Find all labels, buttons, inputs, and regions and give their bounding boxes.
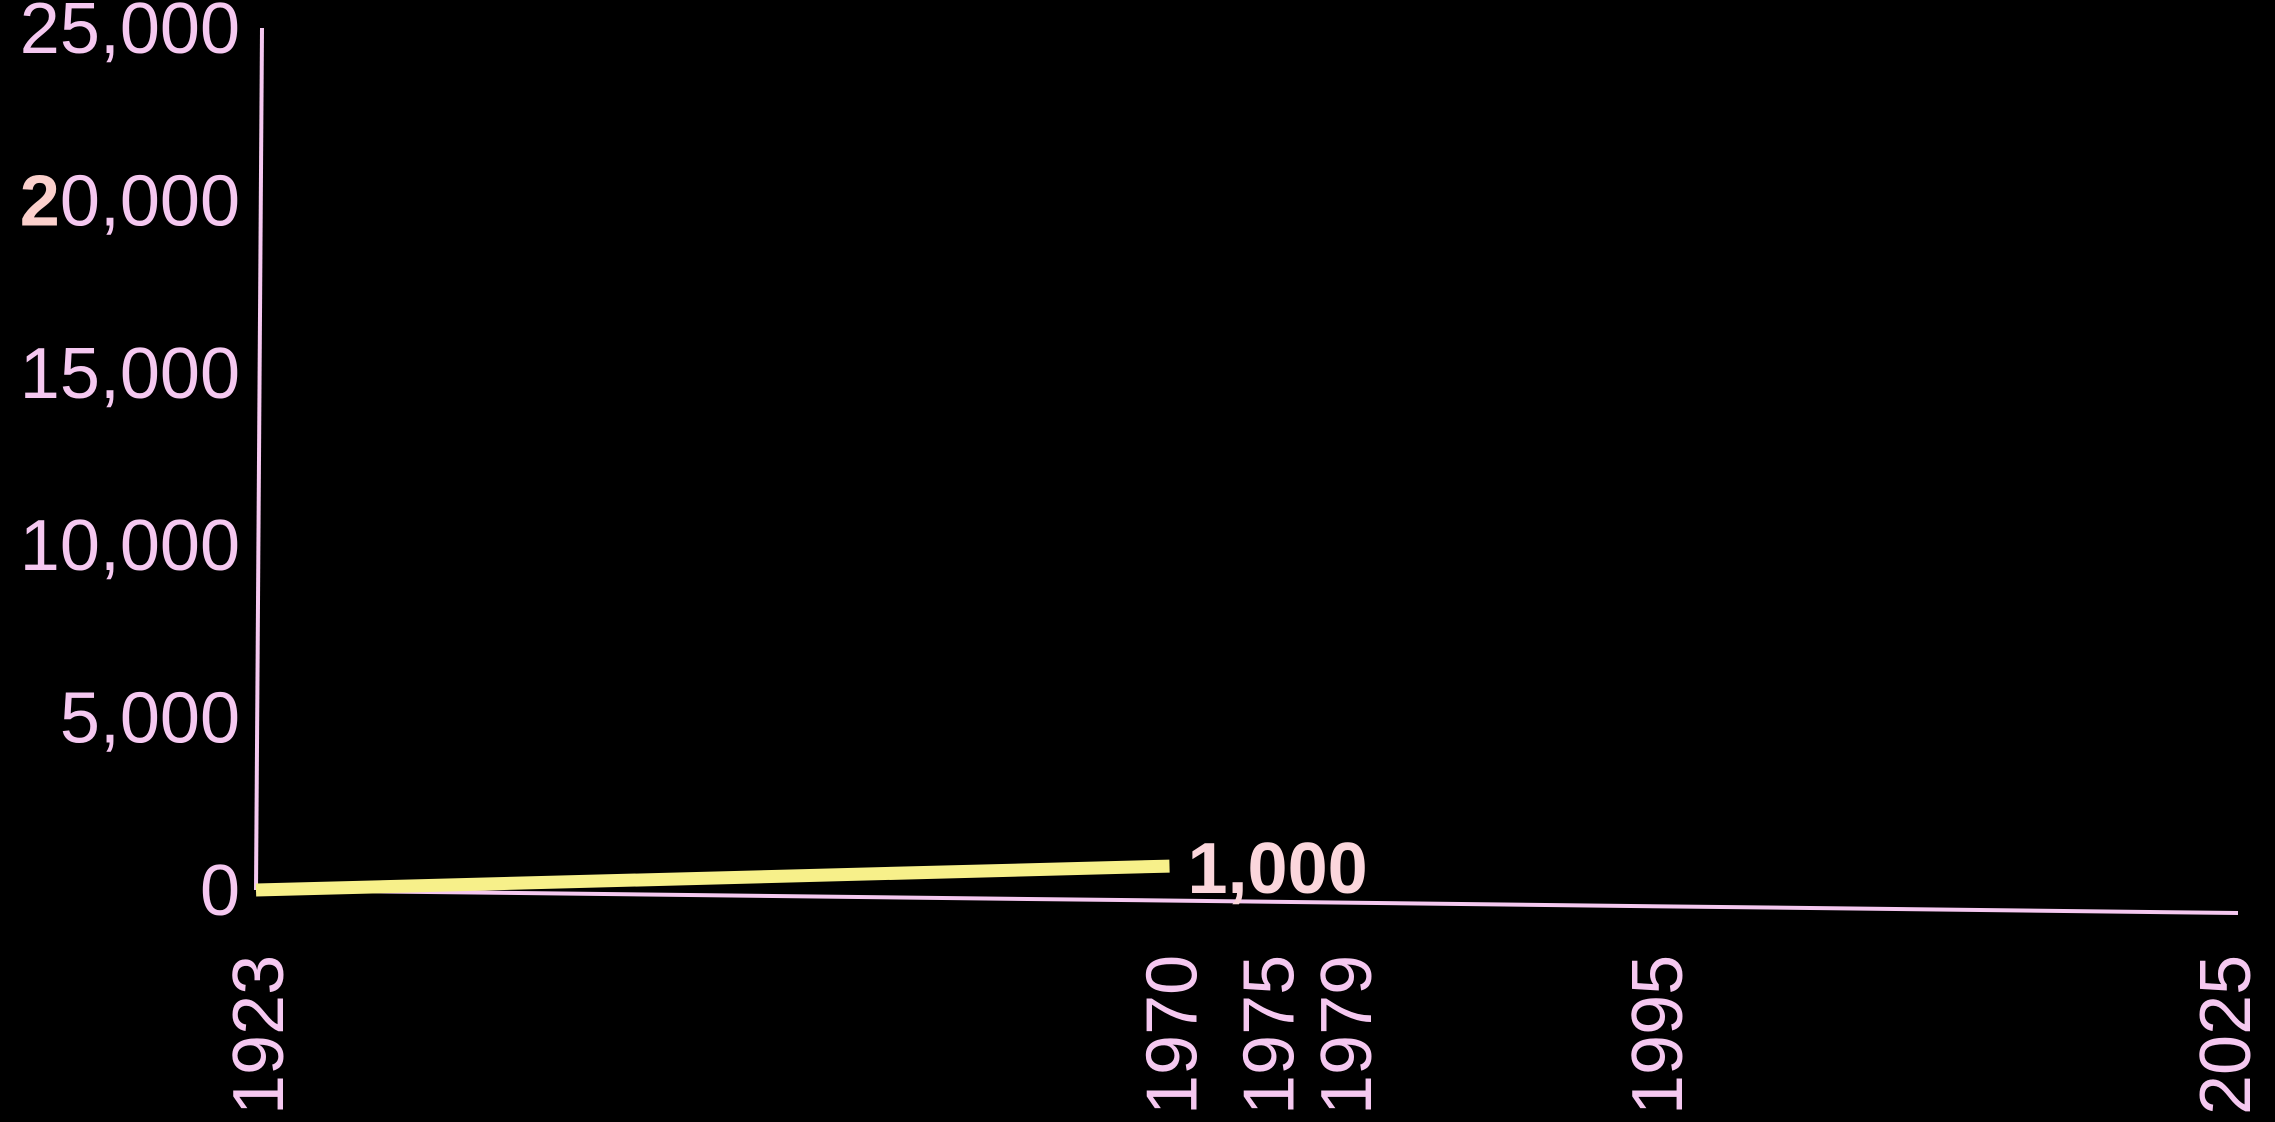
y-tick-label-rest: 0,000 [60, 161, 240, 241]
series-group: 1,000 [255, 829, 1368, 909]
y-tick-label: 20,000 [20, 161, 240, 241]
series-end-label: 1,000 [1188, 829, 1368, 909]
y-tick-label: 15,000 [20, 334, 240, 414]
y-tick-label: 10,000 [20, 506, 240, 586]
axes [254, 27, 2239, 915]
x-tick-label: 1979 [1307, 955, 1387, 1115]
y-tick-label: 25,000 [20, 0, 240, 69]
x-tick-label: 1995 [1618, 955, 1698, 1115]
y-tick-label-highlight-digit: 2 [20, 161, 60, 241]
x-tick-label: 1970 [1132, 955, 1212, 1115]
x-axis-line [255, 888, 2239, 915]
x-tick-label: 1975 [1229, 955, 1309, 1115]
y-tick-label: 5,000 [60, 679, 240, 759]
y-tick-label: 0 [200, 851, 240, 931]
x-tick-label: 1923 [219, 955, 299, 1115]
y-tick-labels: 0 5,000 10,000 15,000 20,000 25,000 [20, 0, 240, 931]
series-line [255, 859, 1170, 897]
x-tick-label: 2025 [2186, 955, 2266, 1115]
y-axis-line [254, 27, 264, 891]
